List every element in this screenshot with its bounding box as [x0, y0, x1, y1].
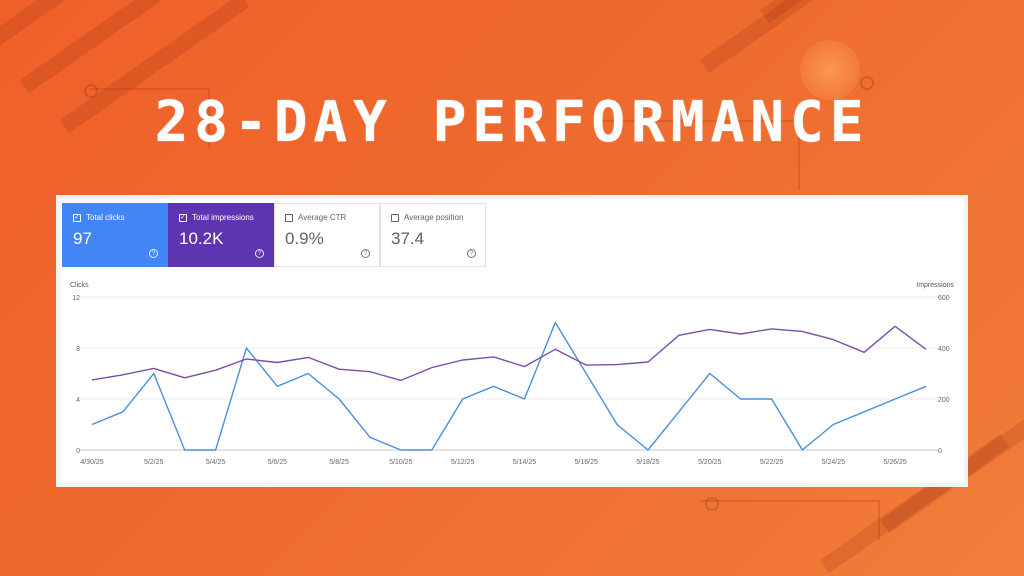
y-left-tick-label: 12	[72, 295, 80, 302]
y-left-axis-label: Clicks	[70, 282, 89, 289]
metric-card-total-impressions[interactable]: ✓ Total impressions 10.2K ?	[168, 203, 274, 267]
page-title: 28-DAY PERFORMANCE	[154, 90, 870, 155]
metric-value: 37.4	[391, 229, 425, 248]
checkbox-checked-icon[interactable]: ✓	[179, 213, 187, 222]
y-right-axis-label: Impressions	[916, 282, 954, 289]
metric-cards: ✓ Total clicks 97 ? ✓ Total impressions …	[62, 203, 486, 267]
metric-card-total-clicks[interactable]: ✓ Total clicks 97 ?	[62, 203, 168, 267]
checkbox-unchecked-icon[interactable]	[285, 213, 293, 222]
x-tick-label: 5/16/25	[575, 459, 598, 466]
help-icon[interactable]: ?	[255, 249, 264, 258]
y-right-tick-label: 200	[938, 397, 950, 404]
metric-value: 97	[73, 229, 92, 248]
x-tick-label: 5/20/25	[698, 459, 721, 466]
x-tick-label: 5/4/25	[206, 459, 226, 466]
metric-label: Average position	[404, 213, 464, 222]
metric-label: Average CTR	[298, 213, 347, 222]
series-line-impressions	[91, 325, 927, 382]
x-tick-label: 5/26/25	[883, 459, 906, 466]
x-tick-label: 5/12/25	[451, 459, 474, 466]
y-left-tick-label: 8	[76, 346, 80, 353]
metric-value: 0.9%	[285, 229, 324, 248]
x-tick-label: 5/2/25	[144, 459, 164, 466]
x-tick-label: 5/14/25	[513, 459, 536, 466]
y-left-tick-label: 4	[76, 397, 80, 404]
metric-card-average-ctr[interactable]: Average CTR 0.9% ?	[274, 203, 380, 267]
y-right-tick-label: 0	[938, 448, 942, 455]
y-left-tick-label: 0	[76, 448, 80, 455]
checkbox-unchecked-icon[interactable]	[391, 213, 399, 222]
help-icon[interactable]: ?	[361, 249, 370, 258]
help-icon[interactable]: ?	[149, 249, 158, 258]
y-right-tick-label: 400	[938, 346, 950, 353]
x-tick-label: 4/30/25	[80, 459, 103, 466]
x-tick-label: 5/10/25	[389, 459, 412, 466]
checkbox-checked-icon[interactable]: ✓	[73, 213, 81, 222]
x-tick-label: 5/22/25	[760, 459, 783, 466]
x-tick-label: 5/6/25	[268, 459, 288, 466]
x-tick-label: 5/24/25	[822, 459, 845, 466]
performance-chart: 12 600 8 400 4 200 0 0 Clicks Impressions 4/30/25 5…	[70, 282, 955, 466]
x-tick-label: 5/18/25	[636, 459, 659, 466]
metric-card-average-position[interactable]: Average position 37.4 ?	[380, 203, 486, 267]
x-tick-label: 5/8/25	[329, 459, 349, 466]
y-right-tick-label: 600	[938, 295, 950, 302]
series-line-clicks	[91, 321, 927, 451]
metric-label: Total impressions	[192, 213, 254, 222]
metric-value: 10.2K	[179, 229, 224, 248]
metric-label: Total clicks	[86, 213, 125, 222]
performance-panel: ✓ Total clicks 97 ? ✓ Total impressions …	[56, 195, 968, 487]
help-icon[interactable]: ?	[467, 249, 476, 258]
